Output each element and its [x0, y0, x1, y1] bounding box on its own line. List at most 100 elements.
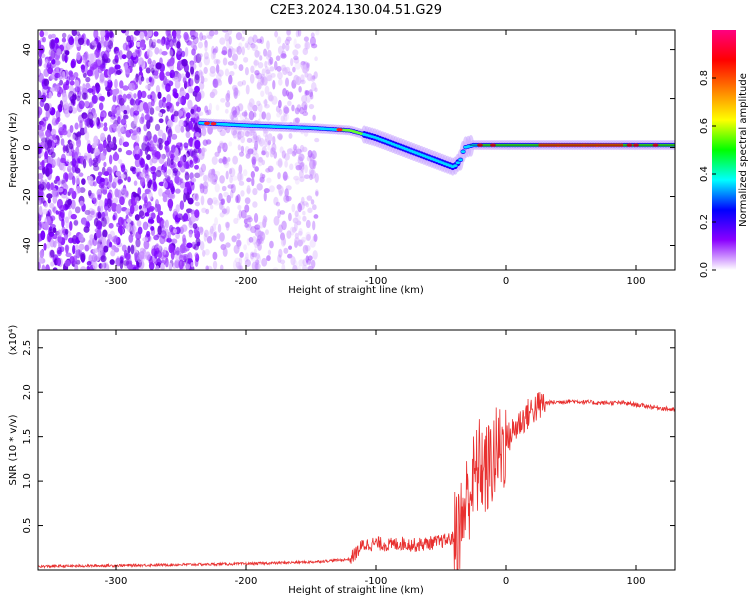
spectrogram-noise-cell: [280, 53, 287, 59]
spectrogram-noise-cell: [87, 111, 94, 122]
spectrogram-noise-cell: [248, 98, 255, 108]
spectrogram-noise-cell: [42, 85, 49, 90]
spectrogram-noise-cell: [78, 100, 85, 110]
spectrogram-noise-cell: [139, 31, 145, 39]
spectrogram-noise-cell: [310, 32, 315, 38]
spectrogram-noise-cell: [257, 61, 264, 69]
spectrogram-noise-cell: [147, 222, 153, 228]
spectrogram-noise-cell: [245, 214, 252, 221]
spectrogram-noise-cell: [125, 68, 131, 75]
spectrogram-noise-cell: [179, 142, 183, 151]
spectrogram-noise-cell: [98, 199, 105, 209]
spectrogram-noise-cell: [171, 36, 177, 43]
spectrogram-noise-cell: [57, 187, 64, 193]
spectrogram-noise-cell: [238, 130, 245, 138]
spectrogram-noise-cell: [144, 135, 149, 142]
spectrogram-noise-cell: [282, 88, 287, 97]
spectrogram-noise-cell: [62, 92, 68, 103]
spectrogram-noise-cell: [137, 187, 142, 196]
spectrogram-noise-cell: [68, 143, 74, 150]
spectrogram-noise-cell: [213, 231, 218, 238]
spectrogram-noise-cell: [264, 60, 268, 68]
spectrogram-noise-cell: [86, 38, 90, 46]
spectrogram-noise-cell: [67, 162, 72, 170]
spectrogram-noise-cell: [311, 150, 317, 160]
spectrogram-noise-cell: [64, 50, 70, 56]
spectrogram-noise-cell: [241, 30, 247, 35]
spectrogram-noise-cell: [308, 103, 315, 110]
spectrogram-noise-cell: [74, 79, 80, 88]
spectrogram-noise-cell: [228, 141, 233, 147]
spectrogram-noise-cell: [165, 219, 169, 229]
spectrogram-noise-cell: [87, 239, 92, 250]
spectrogram-noise-cell: [292, 49, 299, 57]
spectrogram-ridge-peak: [458, 158, 463, 162]
spectrogram-noise-cell: [303, 36, 309, 42]
spectrogram-noise-cell: [76, 52, 81, 61]
spectrogram-noise-cell: [38, 180, 42, 189]
spectrogram-noise-cell: [52, 195, 58, 204]
spectrogram-x-tick-label: -100: [365, 276, 388, 287]
spectrogram-noise-cell: [61, 129, 68, 136]
spectrogram-noise-cell: [246, 150, 252, 157]
spectrogram-noise-cell: [148, 191, 153, 200]
spectrogram-noise-cell: [213, 58, 219, 65]
spectrogram-noise-cell: [68, 187, 75, 194]
spectrogram-noise-cell: [260, 90, 265, 97]
spectrogram-noise-cell: [196, 91, 202, 102]
spectrogram-noise-cell: [172, 88, 178, 94]
spectrogram-noise-cell: [57, 104, 62, 111]
spectrogram-noise-cell: [315, 30, 320, 36]
spectrogram-noise-cell: [61, 32, 67, 38]
spectrogram-noise-cell: [219, 37, 226, 45]
spectrogram-noise-cell: [174, 170, 181, 177]
spectrogram-noise-cell: [230, 128, 237, 136]
spectrogram-noise-cell: [39, 178, 45, 189]
spectrogram-noise-cell: [194, 172, 201, 179]
spectrogram-noise-cell: [205, 265, 209, 270]
spectrogram-noise-cell: [204, 248, 210, 256]
spectrogram-noise-cell: [102, 229, 108, 238]
spectrogram-noise-cell: [112, 108, 118, 114]
spectrogram-noise-cell: [49, 202, 55, 209]
spectrogram-noise-cell: [155, 106, 161, 112]
spectrogram-noise-cell: [81, 112, 88, 119]
spectrogram-noise-cell: [47, 67, 54, 75]
spectrogram-noise-cell: [73, 220, 79, 226]
spectrogram-noise-cell: [213, 199, 220, 206]
spectrogram-noise-cell: [294, 210, 299, 218]
spectrogram-noise-cell: [302, 201, 309, 206]
spectrogram-noise-cell: [193, 38, 199, 44]
spectrogram-noise-cell: [92, 157, 99, 163]
spectrogram-noise-cell: [272, 79, 276, 90]
spectrogram-noise-cell: [125, 150, 133, 156]
spectrogram-noise-cell: [205, 208, 210, 215]
spectrogram-noise-cell: [171, 145, 176, 154]
spectrogram-noise-cell: [278, 134, 283, 141]
spectrogram-noise-cell: [100, 262, 106, 270]
spectrogram-noise-cell: [160, 262, 165, 270]
spectrogram-noise-cell: [241, 111, 248, 117]
spectrogram-noise-cell: [173, 92, 179, 99]
spectrogram-noise-cell: [103, 161, 107, 168]
spectrogram-noise-cell: [133, 180, 138, 186]
spectrogram-noise-cell: [56, 246, 63, 257]
spectrogram-noise-cell: [247, 36, 254, 46]
spectrogram-noise-cell: [305, 40, 309, 50]
spectrogram-noise-cell: [229, 111, 235, 120]
spectrogram-noise-cell: [307, 207, 313, 214]
spectrogram-noise-cell: [227, 48, 233, 59]
spectrogram-noise-cell: [266, 255, 271, 262]
spectrogram-noise-cell: [300, 61, 306, 66]
spectrogram-noise-cell: [153, 181, 157, 190]
spectrogram-noise-cell: [272, 135, 276, 145]
spectrogram-noise-cell: [294, 107, 300, 115]
spectrogram-noise-cell: [133, 193, 140, 198]
spectrogram-noise-cell: [237, 103, 244, 112]
spectrogram-noise-cell: [108, 68, 112, 76]
spectrogram-noise-cell: [230, 114, 234, 122]
spectrogram-noise-cell: [244, 223, 249, 228]
spectrogram-noise-cell: [181, 58, 188, 67]
spectrogram-y-ticks: -40 -20 0 20 40: [22, 43, 675, 254]
spectrogram-noise-cell: [260, 73, 266, 83]
